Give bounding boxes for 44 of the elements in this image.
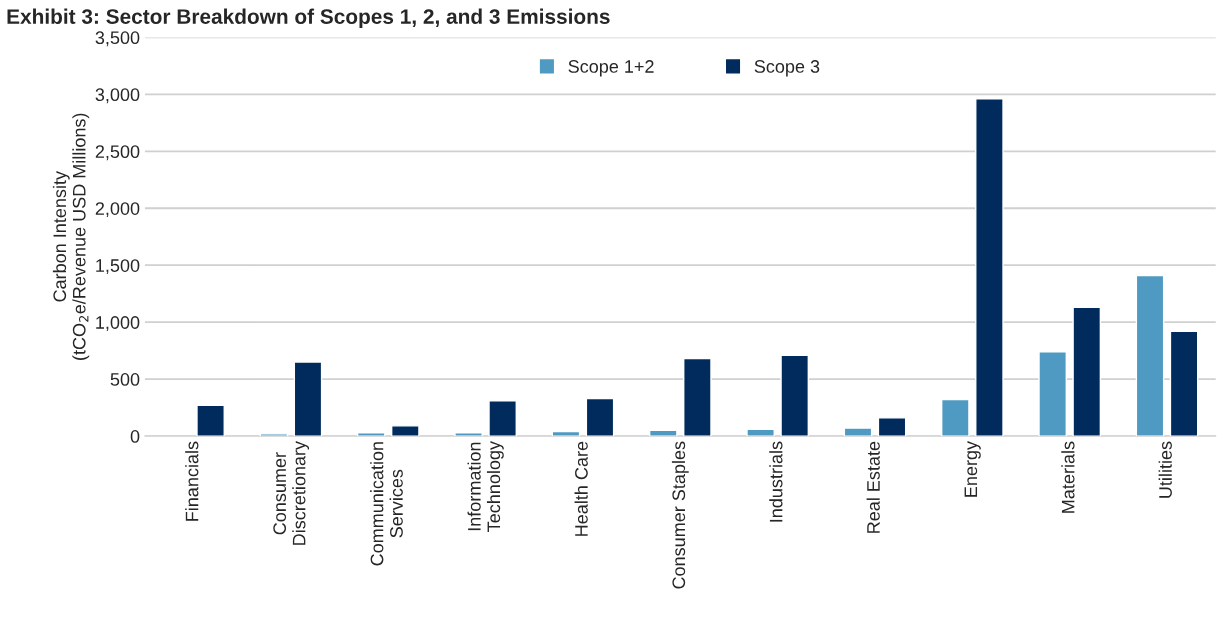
- bar: [488, 400, 517, 437]
- y-tick-label: 1,000: [96, 316, 140, 332]
- text: Carbon Intensity (tCO$_{2}$e/Revenue USD Millions): [52, 113, 90, 360]
- x-tick-label: Energy: [964, 440, 981, 497]
- x-tick-label: Information Technology: [467, 440, 504, 532]
- x-tick-label: Financials: [185, 441, 199, 521]
- y-tick-label: 500: [110, 373, 140, 386]
- bar: [454, 431, 483, 437]
- bar: [940, 398, 970, 437]
- bar: [585, 397, 615, 437]
- y-tick-label: 3,500: [95, 31, 140, 47]
- bar: [293, 361, 323, 437]
- x-tick-label: Industrials: [769, 441, 783, 522]
- y-tick-label: 1,500: [96, 259, 140, 275]
- y-tick-label: 0: [130, 430, 140, 443]
- chart-title: Exhibit 3: Sector Breakdown of Scopes 1, 2, and 3 Emissions: [7, 8, 610, 29]
- bar: [843, 427, 873, 437]
- x-tick-label: Consumer Staples: [671, 441, 689, 589]
- bar: [1135, 274, 1165, 437]
- bar: [1072, 306, 1102, 437]
- x-tick-label: Materials: [1061, 441, 1075, 513]
- legend-label: Scope 3: [754, 60, 820, 77]
- bar: [390, 425, 420, 437]
- bar: [1169, 330, 1199, 437]
- bar: [196, 404, 225, 437]
- y-tick-label: 2,500: [95, 145, 140, 161]
- bar: [746, 428, 775, 437]
- bar: [877, 417, 907, 437]
- bar: [780, 354, 810, 437]
- legend-label: Scope 1+2: [568, 60, 654, 77]
- bar: [1038, 351, 1067, 437]
- bar: [975, 98, 1004, 437]
- x-tick-label: Real Estate: [866, 441, 880, 533]
- bar: [356, 431, 386, 437]
- x-tick-label: Utilities: [1158, 441, 1172, 498]
- bar: [683, 357, 712, 437]
- x-tick-label: Consumer Discretionary: [273, 440, 310, 545]
- x-tick-label: Health Care: [574, 441, 588, 536]
- bar: [551, 430, 581, 437]
- x-tick-label: Communication Services: [370, 442, 403, 566]
- bar: [648, 429, 678, 437]
- y-tick-label: 3,000: [95, 88, 140, 104]
- y-tick-label: 2,000: [95, 202, 140, 218]
- bar: [259, 433, 289, 437]
